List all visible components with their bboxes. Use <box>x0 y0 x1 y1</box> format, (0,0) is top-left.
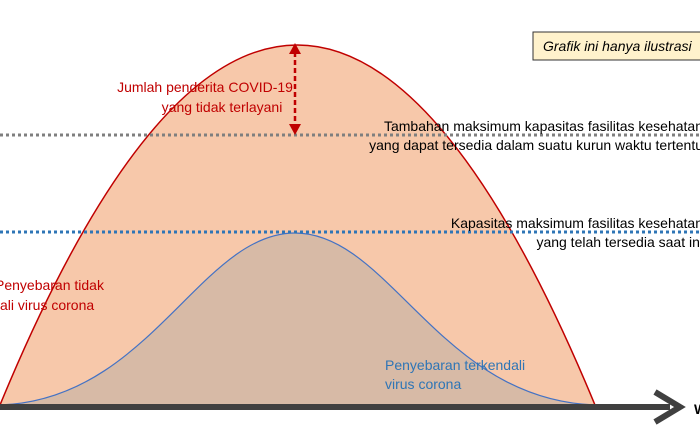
capacity-label: yang telah tersedia saat ini <box>536 234 700 250</box>
uncontrolled-label: ali virus corona <box>0 297 94 313</box>
x-axis-label: W <box>694 401 700 417</box>
capacity-label: Kapasitas maksimum fasilitas kesehatan <box>451 215 700 231</box>
capacity-label: yang dapat tersedia dalam suatu kurun wa… <box>369 137 700 153</box>
capacity-label: Tambahan maksimum kapasitas fasilitas ke… <box>384 118 700 134</box>
gap-label: yang tidak terlayani <box>162 99 283 115</box>
controlled-label: virus corona <box>385 376 461 392</box>
note-box <box>532 31 700 61</box>
time-axis <box>0 389 686 425</box>
controlled-label: Penyebaran terkendali <box>385 357 525 373</box>
uncontrolled-label: Penyebaran tidak <box>0 277 105 293</box>
gap-arrow <box>289 43 301 135</box>
note-text: Grafik ini hanya ilustrasi <box>543 38 693 54</box>
uncontrolled-curve <box>0 44 597 406</box>
gap-label: Jumlah penderita COVID-19 <box>117 79 293 95</box>
